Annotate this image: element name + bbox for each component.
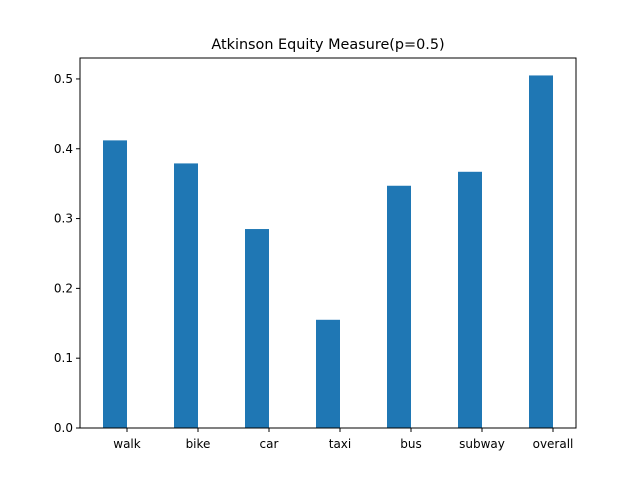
y-axis-ticks: 0.0 0.1 0.2 0.3 0.4 0.5 — [54, 72, 80, 435]
x-axis-ticks: walk bike car taxi bus subway overall — [113, 428, 573, 451]
axes-frame — [79, 57, 577, 429]
bar-walk — [103, 140, 127, 428]
bar-subway — [458, 171, 482, 428]
bar-overall — [529, 75, 553, 429]
x-tick-label: subway — [459, 437, 505, 451]
bar-bus — [387, 185, 411, 428]
y-tick-label: 0.5 — [54, 72, 73, 86]
y-tick-label: 0.2 — [54, 281, 73, 295]
x-tick-label: overall — [533, 437, 574, 451]
bar-bike — [174, 163, 198, 428]
x-tick-label: car — [260, 437, 279, 451]
x-tick-label: walk — [113, 437, 141, 451]
x-tick-label: bus — [400, 437, 421, 451]
bar-taxi — [316, 319, 340, 428]
x-tick-label: bike — [186, 437, 211, 451]
x-tick-label: taxi — [329, 437, 352, 451]
bars-group — [103, 75, 553, 429]
y-tick-label: 0.3 — [54, 212, 73, 226]
y-tick-label: 0.4 — [54, 142, 73, 156]
y-tick-label: 0.0 — [54, 421, 73, 435]
chart-title: Atkinson Equity Measure(p=0.5) — [211, 37, 444, 53]
bar-car — [245, 229, 269, 428]
y-tick-label: 0.1 — [54, 351, 73, 365]
